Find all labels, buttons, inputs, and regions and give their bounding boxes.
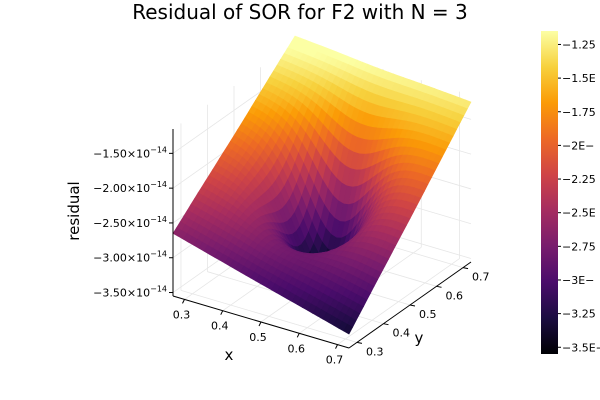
y-tick-mark (409, 304, 416, 307)
x-tick-label: 0.5 (249, 331, 267, 344)
y-axis-label: y (415, 329, 424, 347)
z-tick-label: −3.50×10−14 (93, 285, 167, 300)
z-axis-label: residual (65, 181, 83, 240)
y-tick-label: 0.3 (366, 345, 384, 358)
chart-title: Residual of SOR for F2 with N = 3 (132, 0, 468, 24)
colorbar (541, 31, 558, 354)
y-tick-label: 0.4 (392, 327, 410, 340)
y-axis-ticks: 0.3 0.4 0.5 0.6 0.7 (356, 267, 490, 358)
x-tick-label: 0.7 (326, 354, 344, 367)
z-tick-label: −2.50×10−14 (93, 215, 167, 230)
x-tick-mark (296, 333, 300, 338)
y-tick-mark (436, 285, 442, 288)
colorbar-tick-label: −2.5E (562, 207, 596, 220)
colorbar-tick-label: −1.25 (562, 38, 596, 51)
x-tick-label: 0.3 (173, 308, 191, 321)
x-tick-label: 0.4 (211, 320, 229, 333)
colorbar-tick-label: −3E− (562, 274, 594, 287)
z-tick-label: −1.50×10−14 (93, 145, 167, 160)
surface-patch (343, 323, 354, 335)
colorbar-tick-label: −1.75 (562, 106, 596, 119)
x-tick-mark (335, 344, 338, 349)
x-axis-ticks: 0.3 0.4 0.5 0.6 0.7 (173, 299, 344, 367)
z-tick-label: −3.00×10−14 (93, 250, 167, 265)
colorbar-tick-label: −2E− (562, 139, 594, 152)
colorbar-tick-label: −2.25 (562, 173, 596, 186)
x-tick-mark (258, 321, 262, 327)
y-tick-label: 0.7 (472, 271, 490, 284)
colorbar-tick-label: −2.75 (562, 240, 596, 253)
x-tick-mark (182, 299, 185, 304)
colorbar-tick-label: −3.5E− (562, 341, 600, 354)
x-axis-label: x (225, 346, 234, 364)
z-tick-label: −2.00×10−14 (93, 180, 167, 195)
y-tick-mark (462, 267, 469, 270)
y-tick-mark (356, 341, 363, 344)
x-tick-label: 0.6 (288, 342, 306, 355)
colorbar-ticks: −3.5E− −3.25 −3E− −2.75 −2.5E −2.25 −2E− −1.75 −… (558, 38, 600, 354)
x-tick-mark (220, 310, 224, 315)
z-axis-ticks: −3.50×10−14 −3.00×10−14 −2.50×10−14 −2.00×1… (93, 145, 173, 300)
y-tick-label: 0.5 (419, 308, 437, 321)
y-tick-mark (383, 323, 389, 326)
colorbar-tick-label: −1.5E (562, 72, 596, 85)
surface (172, 35, 472, 335)
y-tick-label: 0.6 (446, 289, 464, 302)
colorbar-tick-label: −3.25 (562, 308, 596, 321)
